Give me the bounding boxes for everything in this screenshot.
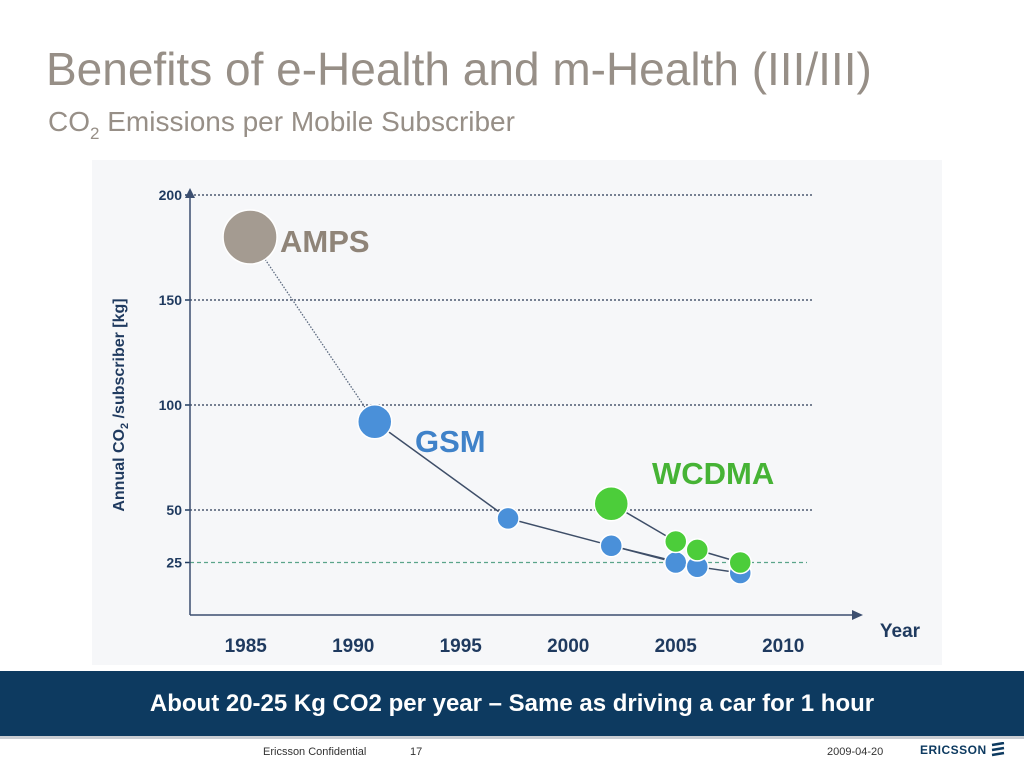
- footer-date: 2009-04-20: [827, 746, 884, 758]
- subtitle-rest: Emissions per Mobile Subscriber: [99, 106, 515, 137]
- x-tick-label: 1995: [440, 636, 483, 657]
- amps-data-point: [357, 404, 393, 440]
- gsm-data-point: [664, 550, 688, 575]
- wcdma-data-point: [728, 550, 752, 575]
- x-tick-label: 1990: [332, 636, 374, 657]
- subtitle-subscript: 2: [90, 124, 100, 143]
- wcdma-series-label: WCDMA: [652, 456, 774, 491]
- summary-banner: About 20-25 Kg CO2 per year – Same as dr…: [0, 671, 1024, 736]
- chart-panel: 25 50 100 150 200 1985 1990 1995 2000 2005 2010 Yea…: [92, 160, 942, 665]
- amps-series-label: AMPS: [280, 224, 370, 259]
- y-tick-label: 200: [159, 187, 183, 203]
- y-axis-label: Annual CO2 /subscriber [kg]: [111, 298, 131, 511]
- x-tick-label: 2010: [762, 636, 804, 657]
- gsm-series-label: GSM: [415, 424, 486, 459]
- subtitle-prefix: CO: [48, 106, 90, 137]
- y-tick-label: 50: [166, 502, 182, 518]
- footer-confidential: Ericsson Confidential: [263, 746, 367, 758]
- x-axis-label: Year: [880, 621, 921, 642]
- x-tick-label: 1985: [225, 636, 268, 657]
- footer-divider: [0, 736, 1024, 739]
- emissions-chart: 25 50 100 150 200 1985 1990 1995 2000 2005 2010 Yea…: [111, 187, 921, 657]
- slide-title: Benefits of e-Health and m-Health (III/I…: [46, 43, 872, 95]
- y-tick-label: 150: [159, 292, 183, 308]
- amps-connector-line: [249, 236, 376, 423]
- slide-subtitle: CO2 Emissions per Mobile Subscriber: [48, 106, 515, 143]
- gsm-data-point: [599, 533, 623, 558]
- footer-page-number: 17: [410, 746, 423, 758]
- wcdma-data-point: [664, 529, 688, 554]
- x-tick-label: 2000: [547, 636, 589, 657]
- x-axis-arrow: [852, 610, 863, 620]
- y-tick-label: 100: [159, 397, 183, 413]
- amps-data-point: [222, 209, 278, 265]
- y-tick-label: 25: [166, 555, 182, 571]
- banner-text: About 20-25 Kg CO2 per year – Same as dr…: [149, 689, 875, 717]
- ericsson-mark-icon: [991, 742, 1004, 757]
- wcdma-data-point: [685, 538, 709, 562]
- wcdma-data-point: [593, 485, 629, 522]
- gsm-data-point: [496, 506, 520, 531]
- ericsson-logo: ERICSSON: [920, 742, 1005, 758]
- logo-text: ERICSSON: [920, 743, 987, 757]
- x-tick-label: 2005: [655, 636, 698, 657]
- y-axis-arrow: [185, 188, 195, 198]
